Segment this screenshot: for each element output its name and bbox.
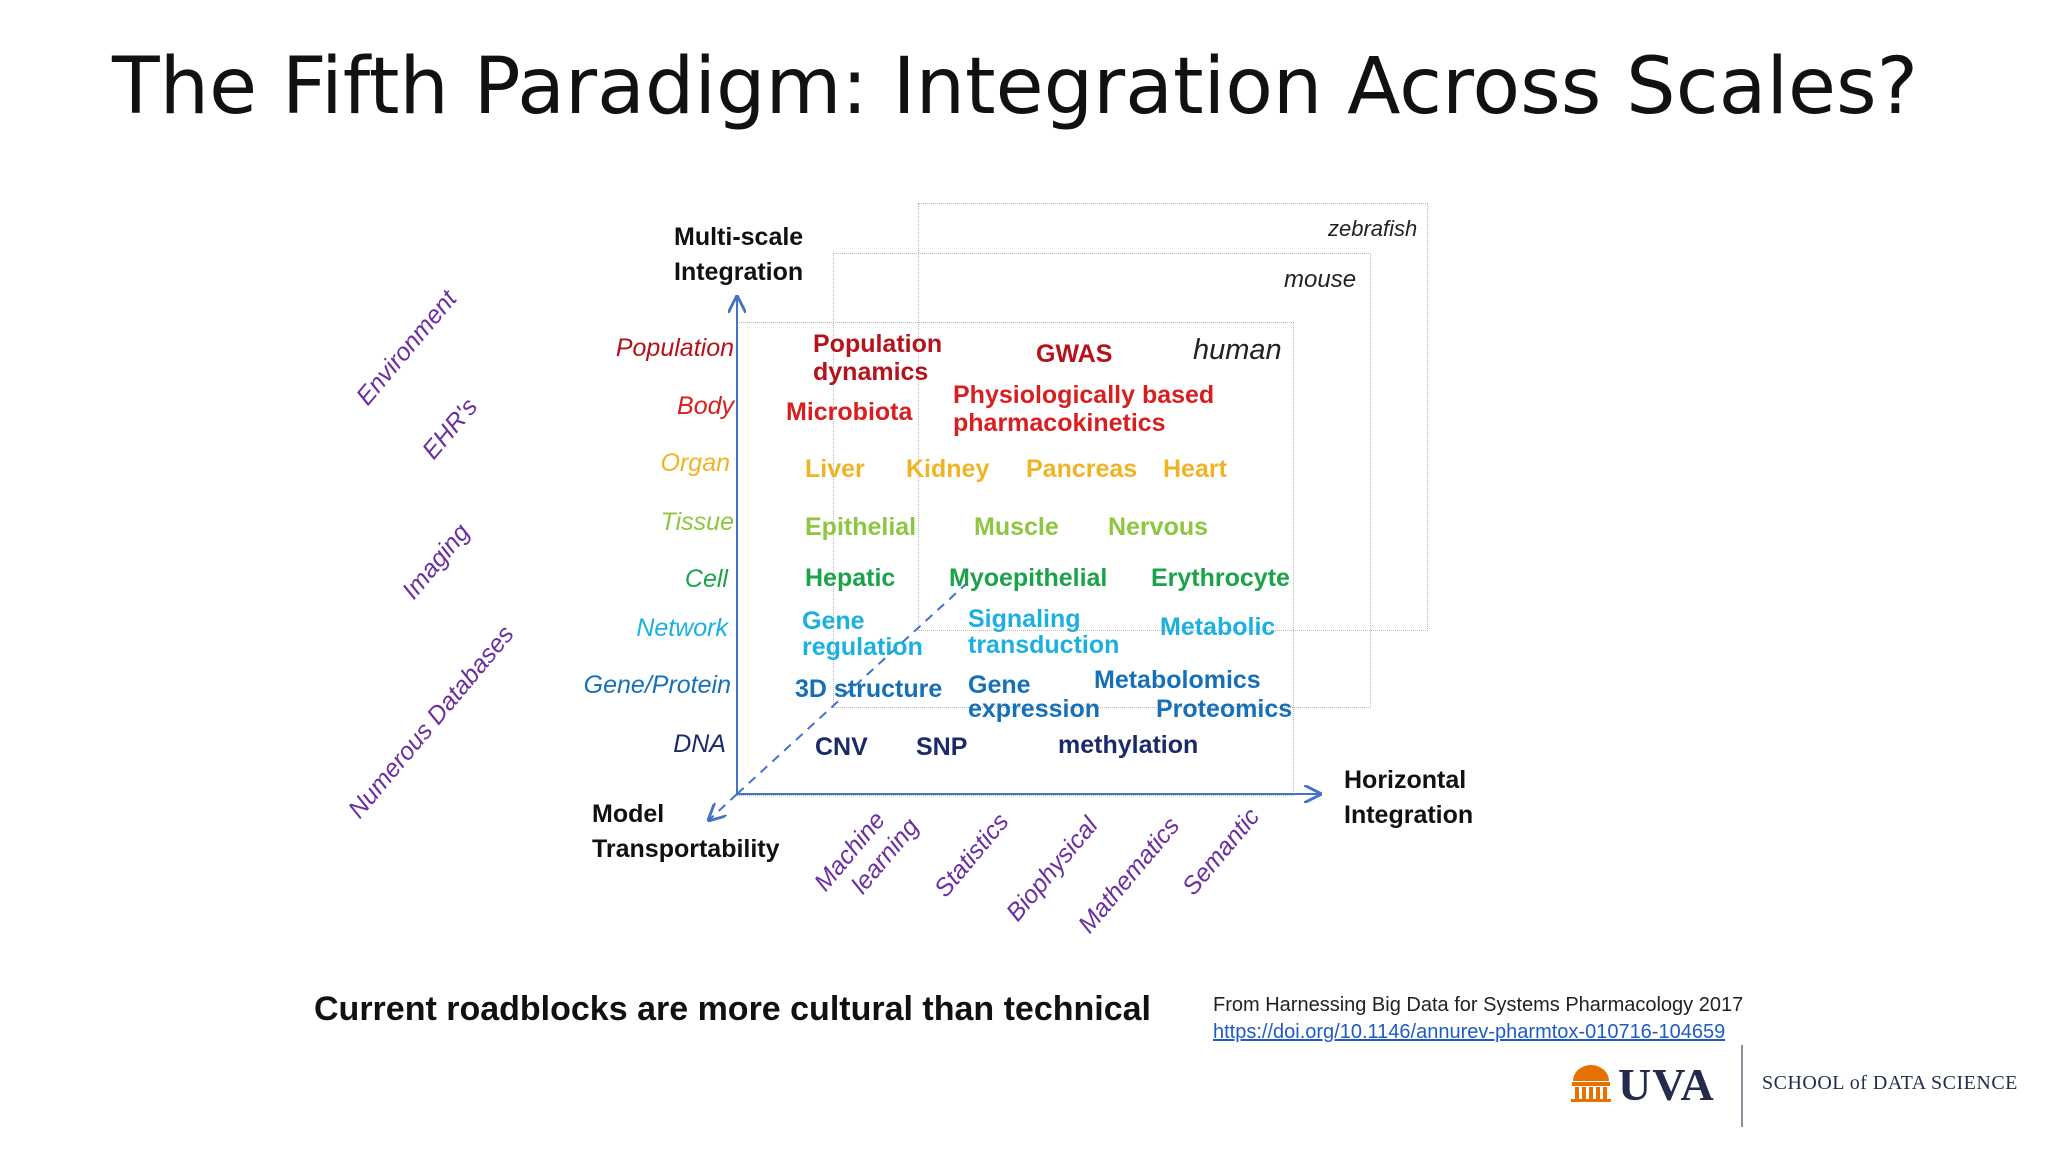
- cell-microbiota: Microbiota: [786, 398, 913, 426]
- cell-cnv: CNV: [815, 733, 868, 761]
- level-gene-protein: Gene/Protein: [583, 671, 731, 699]
- level-tissue: Tissue: [660, 508, 734, 536]
- slide-title: The Fifth Paradigm: Integration Across S…: [112, 42, 1919, 132]
- cell-heart: Heart: [1163, 455, 1227, 483]
- cell-pancreas: Pancreas: [1026, 455, 1138, 483]
- cell-signaling-transduction: Signaling transduction: [968, 605, 1120, 659]
- school-of-data-science: SCHOOL of DATA SCIENCE: [1762, 1072, 2018, 1094]
- depth-axis-arrow: [709, 793, 738, 820]
- citation-text: From Harnessing Big Data for Systems Pha…: [1213, 994, 1744, 1016]
- cell-metabolic: Metabolic: [1160, 613, 1276, 641]
- cell-methylation: methylation: [1058, 731, 1199, 759]
- vertical-axis-title: Multi-scale Integration: [674, 223, 804, 286]
- zebrafish-frame: [918, 203, 1428, 631]
- citation-link[interactable]: https://doi.org/10.1146/annurev-pharmtox…: [1213, 1021, 1726, 1043]
- cell-gwas: GWAS: [1036, 340, 1113, 368]
- species-mouse: mouse: [1284, 266, 1357, 293]
- cell-erythrocyte: Erythrocyte: [1151, 564, 1290, 592]
- rotunda-icon: [1571, 1065, 1611, 1102]
- cell-pbpk: Physiologically based pharmacokinetics: [953, 381, 1215, 437]
- cell-3d-structure: 3D structure: [795, 675, 943, 703]
- level-cell: Cell: [684, 565, 728, 593]
- cell-gene-expression: Gene expression: [968, 671, 1101, 723]
- cell-gene-regulation: Gene regulation: [802, 607, 923, 661]
- level-population: Population: [615, 334, 734, 362]
- cell-population-dynamics: Population dynamics: [813, 330, 943, 386]
- roadblocks-footnote: Current roadblocks are more cultural tha…: [314, 990, 1152, 1028]
- species-human: human: [1193, 334, 1282, 366]
- logo-divider: [1741, 1045, 1743, 1127]
- cell-muscle: Muscle: [974, 513, 1059, 541]
- level-organ: Organ: [660, 449, 730, 477]
- cell-liver: Liver: [805, 455, 865, 483]
- depth-axis: [736, 583, 967, 795]
- horizontal-axis-title: Horizontal Integration: [1344, 766, 1474, 829]
- cell-hepatic: Hepatic: [805, 564, 896, 592]
- cell-metabolomics: Metabolomics: [1094, 666, 1261, 694]
- cell-epithelial: Epithelial: [805, 513, 917, 541]
- uva-wordmark: UVA: [1618, 1059, 1715, 1110]
- cell-nervous: Nervous: [1108, 513, 1209, 541]
- cell-snp: SNP: [916, 733, 968, 761]
- cell-kidney: Kidney: [906, 455, 990, 483]
- citation: From Harnessing Big Data for Systems Pha…: [1213, 992, 1743, 1046]
- cell-myoepithelial: Myoepithelial: [949, 564, 1108, 592]
- species-zebrafish: zebrafish: [1328, 216, 1418, 241]
- mouse-frame: [833, 253, 1371, 708]
- level-body: Body: [677, 392, 734, 420]
- depth-axis-title: Model Transportability: [592, 800, 780, 863]
- level-network: Network: [636, 614, 728, 642]
- cell-proteomics: Proteomics: [1156, 695, 1293, 723]
- level-dna: DNA: [673, 730, 726, 758]
